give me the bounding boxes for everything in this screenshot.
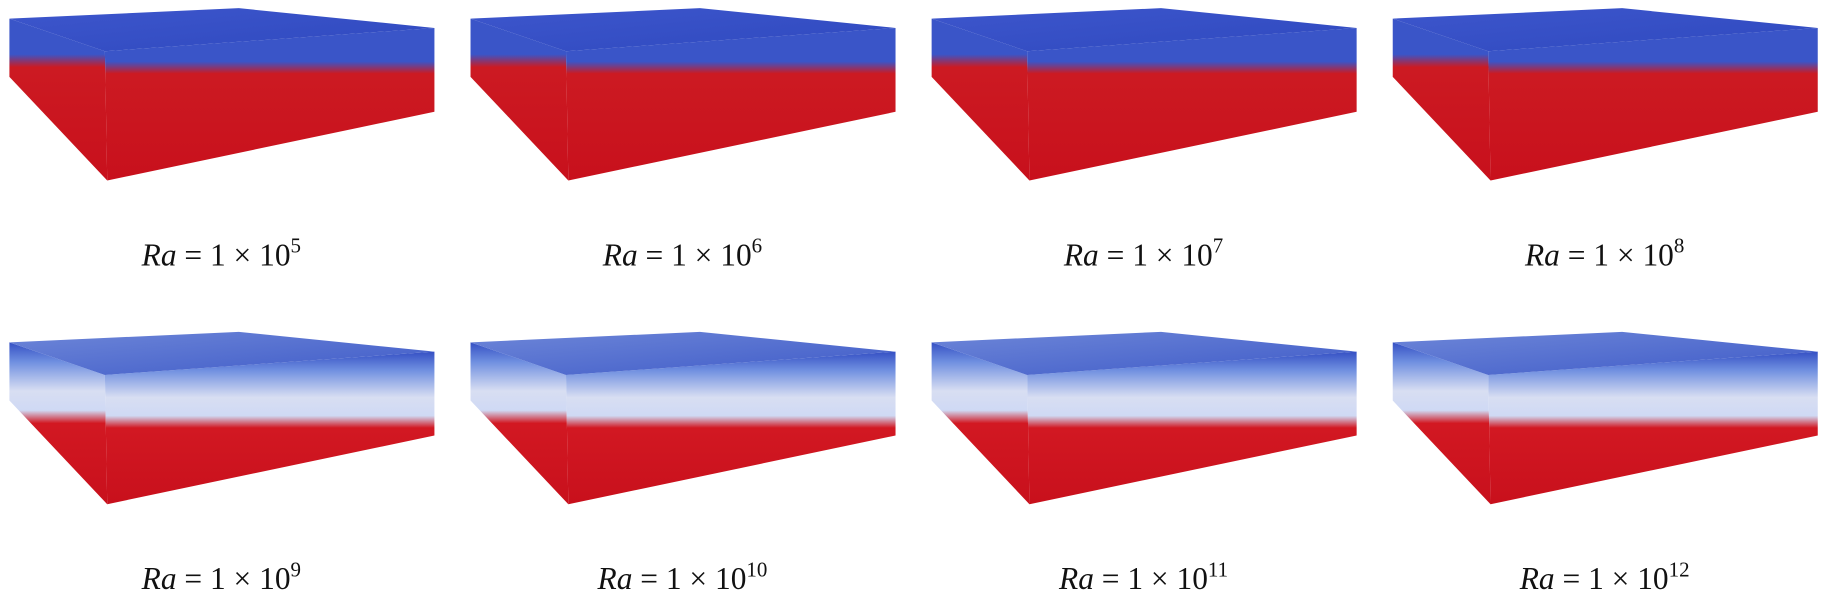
caption: Ra = 1 × 106 [602, 234, 762, 273]
caption-exponent: 11 [1208, 557, 1228, 581]
left-face [9, 342, 108, 505]
caption-expression: = 1 × 10 [632, 561, 746, 596]
left-face [1392, 18, 1491, 181]
panel: Ra = 1 × 106 [470, 8, 896, 273]
caption: Ra = 1 × 1011 [1058, 557, 1228, 596]
panel: Ra = 1 × 1012 [1392, 331, 1818, 596]
left-face [470, 342, 569, 505]
top-face [1392, 331, 1818, 375]
top-face [470, 331, 896, 375]
caption: Ra = 1 × 108 [1524, 234, 1684, 273]
right-face [1488, 27, 1818, 181]
caption-exponent: 7 [1213, 234, 1223, 258]
simulation-box [931, 331, 1357, 505]
top-face [9, 331, 435, 375]
simulation-box [9, 331, 435, 505]
panel: Ra = 1 × 1011 [931, 331, 1357, 596]
caption-variable: Ra [597, 561, 633, 596]
right-face [566, 351, 896, 505]
simulation-box [470, 331, 896, 505]
simulation-box [470, 8, 896, 181]
right-face [1488, 351, 1818, 505]
caption-variable: Ra [1063, 237, 1099, 272]
panel: Ra = 1 × 108 [1392, 8, 1818, 273]
panel: Ra = 1 × 105 [9, 8, 435, 273]
simulation-box [1392, 331, 1818, 505]
caption-expression: = 1 × 10 [1560, 237, 1674, 272]
caption-expression: = 1 × 10 [638, 237, 752, 272]
top-face [9, 8, 435, 52]
caption: Ra = 1 × 1010 [597, 557, 768, 596]
caption-variable: Ra [1524, 237, 1560, 272]
simulation-box [931, 8, 1357, 181]
caption-expression: = 1 × 10 [177, 237, 291, 272]
caption: Ra = 1 × 1012 [1519, 557, 1690, 596]
simulation-box [1392, 8, 1818, 181]
right-face [1027, 27, 1357, 181]
caption-variable: Ra [1058, 561, 1094, 596]
caption-variable: Ra [1519, 561, 1555, 596]
caption-expression: = 1 × 10 [1094, 561, 1208, 596]
panel: Ra = 1 × 109 [9, 331, 435, 596]
caption-expression: = 1 × 10 [1099, 237, 1213, 272]
panel: Ra = 1 × 1010 [470, 331, 896, 596]
caption-exponent: 10 [746, 557, 767, 581]
simulation-box [9, 8, 435, 181]
caption-exponent: 5 [291, 234, 301, 258]
caption-expression: = 1 × 10 [177, 561, 291, 596]
caption-expression: = 1 × 10 [1555, 561, 1669, 596]
caption-variable: Ra [141, 237, 177, 272]
caption-variable: Ra [602, 237, 638, 272]
caption: Ra = 1 × 105 [141, 234, 301, 273]
caption-exponent: 6 [752, 234, 762, 258]
panel: Ra = 1 × 107 [931, 8, 1357, 273]
caption: Ra = 1 × 109 [141, 557, 301, 596]
top-face [1392, 8, 1818, 52]
top-face [931, 8, 1357, 52]
right-face [566, 27, 896, 181]
caption-exponent: 12 [1669, 557, 1690, 581]
caption-exponent: 8 [1674, 234, 1684, 258]
top-face [470, 8, 896, 52]
left-face [470, 18, 569, 181]
left-face [1392, 342, 1491, 505]
left-face [9, 18, 108, 181]
left-face [931, 342, 1030, 505]
left-face [931, 18, 1030, 181]
caption-variable: Ra [141, 561, 177, 596]
caption: Ra = 1 × 107 [1063, 234, 1223, 273]
top-face [931, 331, 1357, 375]
right-face [1027, 351, 1357, 505]
caption-exponent: 9 [291, 557, 301, 581]
right-face [104, 27, 435, 181]
right-face [104, 351, 435, 505]
